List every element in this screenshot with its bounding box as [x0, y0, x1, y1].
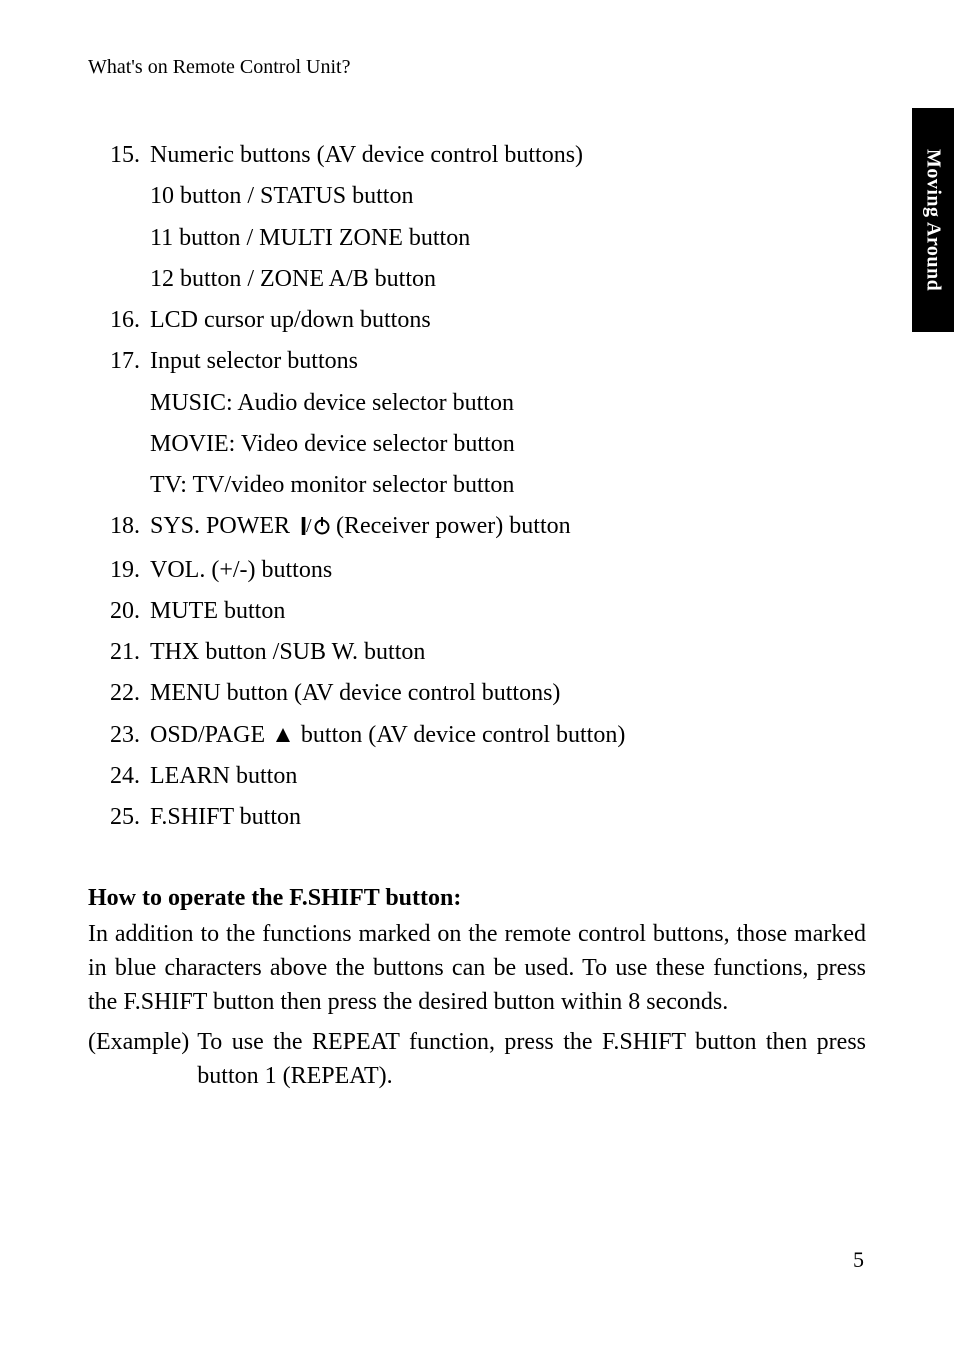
list-item: 15. Numeric buttons (AV device control b…: [88, 135, 866, 176]
list-text: MENU button (AV device control buttons): [150, 673, 866, 714]
list-item: 19. VOL. (+/-) buttons: [88, 550, 866, 591]
list-item: 20. MUTE button: [88, 591, 866, 632]
side-tab: Moving Around: [912, 108, 954, 332]
list-item: 21. THX button /SUB W. button: [88, 632, 866, 673]
list-subitem: 12 button / ZONE A/B button: [88, 259, 866, 300]
list-text: Numeric buttons (AV device control butto…: [150, 135, 866, 176]
page-header: What's on Remote Control Unit?: [88, 56, 866, 79]
list-number: 15.: [88, 135, 150, 176]
list-item: 17. Input selector buttons: [88, 341, 866, 382]
list-item: 16. LCD cursor up/down buttons: [88, 300, 866, 341]
list-number: 18.: [88, 506, 150, 549]
list-text: VOL. (+/-) buttons: [150, 550, 866, 591]
list-subitem: TV: TV/video monitor selector button: [88, 465, 866, 506]
list-number: 20.: [88, 591, 150, 632]
list-item: 18. SYS. POWER ❙/ (Receiver power) butto…: [88, 506, 866, 549]
text-post: (Receiver power) button: [330, 513, 571, 539]
list-subitem: 10 button / STATUS button: [88, 176, 866, 217]
list-number: 22.: [88, 673, 150, 714]
page-number: 5: [853, 1247, 864, 1273]
fshift-section: How to operate the F.SHIFT button: In ad…: [88, 881, 866, 1093]
list-text: LCD cursor up/down buttons: [150, 300, 866, 341]
page-container: What's on Remote Control Unit? Moving Ar…: [0, 0, 954, 1345]
side-tab-label: Moving Around: [922, 149, 945, 291]
list-text: F.SHIFT button: [150, 797, 866, 838]
list-text: SYS. POWER ❙/ (Receiver power) button: [150, 506, 866, 549]
list-number: 17.: [88, 341, 150, 382]
list-item: 25. F.SHIFT button: [88, 797, 866, 838]
list-text: MUTE button: [150, 591, 866, 632]
list-text: LEARN button: [150, 756, 866, 797]
list-item: 24. LEARN button: [88, 756, 866, 797]
list-number: 19.: [88, 550, 150, 591]
text-post: button (AV device control button): [295, 722, 625, 748]
text-pre: OSD/PAGE: [150, 722, 271, 748]
fshift-example: (Example) To use the REPEAT function, pr…: [88, 1025, 866, 1093]
list-subitem: MOVIE: Video device selector button: [88, 424, 866, 465]
list-text: THX button /SUB W. button: [150, 632, 866, 673]
list-number: 25.: [88, 797, 150, 838]
triangle-up-icon: ▲: [271, 722, 295, 748]
fshift-heading: How to operate the F.SHIFT button:: [88, 881, 866, 915]
example-label: (Example): [88, 1025, 197, 1093]
button-list: 15. Numeric buttons (AV device control b…: [88, 135, 866, 839]
list-subitem: MUSIC: Audio device selector button: [88, 383, 866, 424]
list-number: 16.: [88, 300, 150, 341]
svg-text:/: /: [306, 515, 312, 535]
list-number: 24.: [88, 756, 150, 797]
list-text: OSD/PAGE ▲ button (AV device control but…: [150, 715, 866, 756]
text-pre: SYS. POWER: [150, 513, 296, 539]
fshift-paragraph: In addition to the functions marked on t…: [88, 917, 866, 1019]
list-text: Input selector buttons: [150, 341, 866, 382]
list-item: 23. OSD/PAGE ▲ button (AV device control…: [88, 715, 866, 756]
list-item: 22. MENU button (AV device control butto…: [88, 673, 866, 714]
list-number: 21.: [88, 632, 150, 673]
list-number: 23.: [88, 715, 150, 756]
power-icon: ❙/: [296, 508, 330, 549]
example-body: To use the REPEAT function, press the F.…: [197, 1025, 866, 1093]
list-subitem: 11 button / MULTI ZONE button: [88, 218, 866, 259]
